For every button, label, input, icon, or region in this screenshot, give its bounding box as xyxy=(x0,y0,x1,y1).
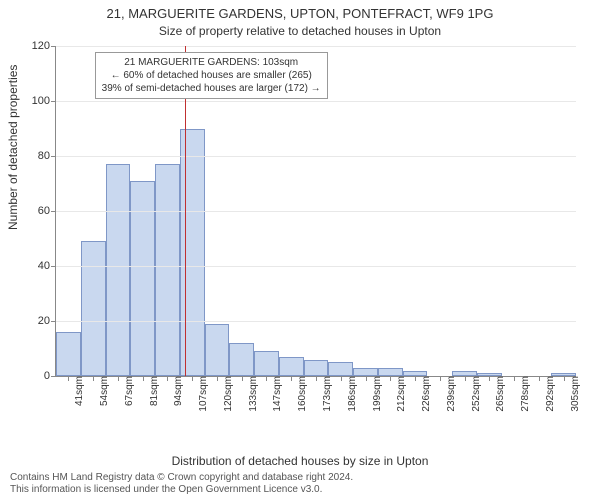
xtick-mark xyxy=(440,376,441,381)
grid-line xyxy=(56,156,576,157)
xtick-mark xyxy=(118,376,119,381)
footer-line2: This information is licensed under the O… xyxy=(10,484,590,496)
xtick-mark xyxy=(564,376,565,381)
xtick-label: 252sqm xyxy=(469,376,482,412)
xtick-mark xyxy=(167,376,168,381)
annotation-line3: 39% of semi-detached houses are larger (… xyxy=(102,82,321,95)
bar xyxy=(279,357,304,376)
grid-line xyxy=(56,321,576,322)
annotation-line2: ← 60% of detached houses are smaller (26… xyxy=(102,69,321,82)
xtick-mark xyxy=(266,376,267,381)
xtick-label: 94sqm xyxy=(171,376,184,406)
xtick-mark xyxy=(68,376,69,381)
xtick-label: 199sqm xyxy=(370,376,383,412)
footer-line1: Contains HM Land Registry data © Crown c… xyxy=(10,472,590,484)
xtick-label: 239sqm xyxy=(444,376,457,412)
page-title: 21, MARGUERITE GARDENS, UPTON, PONTEFRAC… xyxy=(0,6,600,21)
xtick-label: 107sqm xyxy=(196,376,209,412)
x-axis-label: Distribution of detached houses by size … xyxy=(0,454,600,468)
xtick-mark xyxy=(242,376,243,381)
ytick-label: 20 xyxy=(38,315,56,327)
footer-attribution: Contains HM Land Registry data © Crown c… xyxy=(10,472,590,496)
xtick-mark xyxy=(390,376,391,381)
grid-line xyxy=(56,266,576,267)
xtick-label: 120sqm xyxy=(221,376,234,412)
bar xyxy=(328,362,353,376)
xtick-label: 41sqm xyxy=(72,376,85,406)
xtick-mark xyxy=(366,376,367,381)
bar xyxy=(56,332,81,376)
xtick-label: 173sqm xyxy=(320,376,333,412)
grid-line xyxy=(56,46,576,47)
xtick-label: 186sqm xyxy=(345,376,358,412)
xtick-label: 212sqm xyxy=(394,376,407,412)
xtick-mark xyxy=(93,376,94,381)
xtick-label: 160sqm xyxy=(295,376,308,412)
xtick-mark xyxy=(489,376,490,381)
xtick-mark xyxy=(316,376,317,381)
xtick-mark xyxy=(465,376,466,381)
bar xyxy=(155,164,180,376)
xtick-mark xyxy=(291,376,292,381)
bar xyxy=(81,241,106,376)
ytick-label: 60 xyxy=(38,205,56,217)
bar xyxy=(229,343,254,376)
grid-line xyxy=(56,101,576,102)
ytick-label: 80 xyxy=(38,150,56,162)
xtick-mark xyxy=(192,376,193,381)
xtick-label: 54sqm xyxy=(97,376,110,406)
xtick-label: 292sqm xyxy=(543,376,556,412)
bar xyxy=(378,368,403,376)
xtick-label: 278sqm xyxy=(518,376,531,412)
y-axis-label: Number of detached properties xyxy=(6,65,20,230)
grid-line xyxy=(56,211,576,212)
xtick-mark xyxy=(143,376,144,381)
xtick-label: 147sqm xyxy=(270,376,283,412)
xtick-label: 133sqm xyxy=(246,376,259,412)
xtick-label: 81sqm xyxy=(147,376,160,406)
xtick-mark xyxy=(415,376,416,381)
ytick-label: 120 xyxy=(32,40,56,52)
xtick-label: 67sqm xyxy=(122,376,135,406)
ytick-label: 0 xyxy=(44,370,56,382)
bar xyxy=(353,368,378,376)
xtick-mark xyxy=(514,376,515,381)
xtick-label: 226sqm xyxy=(419,376,432,412)
xtick-mark xyxy=(217,376,218,381)
bar xyxy=(304,360,329,377)
chart-plot-area: 020406080100120 41sqm54sqm67sqm81sqm94sq… xyxy=(55,46,576,377)
annotation-box: 21 MARGUERITE GARDENS: 103sqm ← 60% of d… xyxy=(95,52,328,99)
xtick-mark xyxy=(539,376,540,381)
ytick-label: 100 xyxy=(32,95,56,107)
annotation-line1: 21 MARGUERITE GARDENS: 103sqm xyxy=(102,56,321,69)
bar xyxy=(180,129,205,377)
xtick-mark xyxy=(341,376,342,381)
bar xyxy=(106,164,131,376)
bar xyxy=(254,351,279,376)
ytick-label: 40 xyxy=(38,260,56,272)
xtick-label: 265sqm xyxy=(493,376,506,412)
page-subtitle: Size of property relative to detached ho… xyxy=(0,24,600,38)
bar xyxy=(205,324,230,376)
xtick-label: 305sqm xyxy=(568,376,581,412)
